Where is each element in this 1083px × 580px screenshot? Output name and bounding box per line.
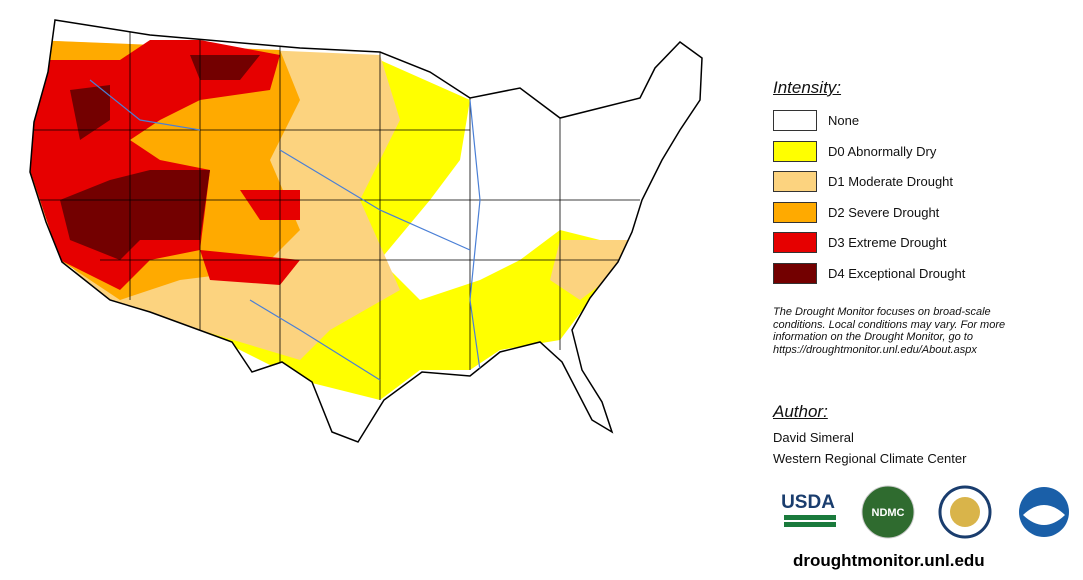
logos: USDA NDMC bbox=[781, 485, 1069, 539]
note-line: The Drought Monitor focuses on broad-sca… bbox=[773, 306, 991, 318]
legend-swatch bbox=[773, 140, 817, 162]
legend-label: D1 Moderate Drought bbox=[828, 174, 954, 190]
legend-swatch bbox=[773, 232, 817, 254]
author-line: David Simeral bbox=[773, 430, 854, 445]
legend-swatch bbox=[773, 110, 817, 131]
usda-logo: USDA bbox=[781, 492, 835, 513]
note-line: https://droughtmonitor.unl.edu/About.asp… bbox=[773, 343, 977, 356]
note-line: information on the Drought Monitor, go t… bbox=[773, 331, 973, 343]
legend-label: None bbox=[828, 113, 860, 128]
legend-title: Intensity: bbox=[773, 78, 842, 97]
drought-map bbox=[29, 19, 703, 443]
legend-label: D0 Abnormally Dry bbox=[828, 143, 937, 159]
legend-swatch bbox=[773, 263, 817, 284]
legend-swatch bbox=[773, 171, 817, 193]
ndmc-logo: NDMC bbox=[872, 507, 905, 519]
legend-label: D3 Extreme Drought bbox=[828, 235, 947, 251]
author-line: Western Regional Climate Center bbox=[773, 451, 967, 466]
note-line: conditions. Local conditions may vary. F… bbox=[773, 318, 1006, 331]
legend-swatch bbox=[773, 201, 817, 223]
drought-areas bbox=[30, 40, 630, 400]
url: droughtmonitor.unl.edu bbox=[793, 551, 985, 570]
author-title: Author: bbox=[773, 402, 828, 421]
legend-label: D2 Severe Drought bbox=[828, 204, 940, 220]
legend-label: D4 Exceptional Drought bbox=[828, 266, 966, 281]
